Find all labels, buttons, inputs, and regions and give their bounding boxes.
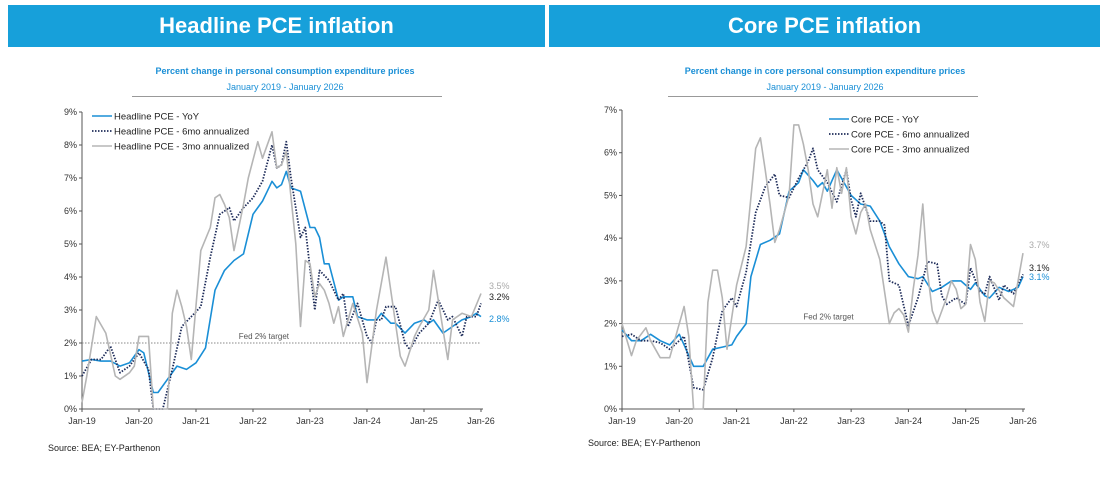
headline-header: Headline PCE inflation [8,5,545,47]
legend-label: Core PCE - 3mo annualized [851,145,969,156]
x-tick-label: Jan-19 [68,416,96,426]
x-tick-label: Jan-24 [895,416,923,426]
y-tick-label: 7% [64,173,77,183]
core-title-rule [668,96,978,97]
series-end-label: 3.2% [489,292,510,302]
headline-chart-daterange: January 2019 - January 2026 [226,82,344,92]
x-tick-label: Jan-19 [608,416,636,426]
series-end-label: 3.1% [1029,272,1050,282]
legend-label: Core PCE - YoY [851,115,920,126]
x-tick-label: Jan-23 [837,416,865,426]
y-tick-label: 6% [604,148,617,158]
series-line-solid-0 [81,170,482,394]
core-chart-title: Percent change in core personal consumpt… [684,66,966,76]
y-tick-label: 8% [64,140,77,150]
y-tick-label: 4% [64,272,77,282]
series-end-label: 3.7% [1029,240,1050,250]
y-tick-label: 4% [604,233,617,243]
fed-target-label: Fed 2% target [803,313,854,322]
y-tick-label: 7% [604,105,617,115]
legend-label: Headline PCE - YoY [114,112,200,123]
core-header: Core PCE inflation [549,5,1100,47]
legend-label: Headline PCE - 6mo annualized [114,127,249,138]
series-line-solid-2 [621,124,1024,410]
x-tick-label: Jan-23 [296,416,324,426]
x-tick-label: Jan-22 [780,416,808,426]
series-line-solid-2 [81,131,482,410]
series-line-dotted-1 [81,140,482,410]
headline-chart: 0% 1% 2% 3% 4% 5% 6% 7% 8% 9% Jan-19 Jan-20 Jan-21 Ja… [64,107,510,426]
headline-source: Source: BEA; EY-Parthenon [48,443,161,453]
x-tick-label: Jan-22 [239,416,267,426]
y-tick-label: 5% [604,190,617,200]
legend-label: Headline PCE - 3mo annualized [114,142,249,153]
core-chart-daterange: January 2019 - January 2026 [766,82,884,92]
x-tick-label: Jan-25 [410,416,438,426]
series-end-label: 2.8% [489,314,510,324]
core-source: Source: BEA; EY-Parthenon [588,438,701,448]
y-tick-label: 6% [64,206,77,216]
x-tick-label: Jan-20 [125,416,153,426]
core-chart: 0% 1% 2% 3% 4% 5% 6% 7% Jan-19 Jan-20 Jan-21 Jan-22… [604,105,1050,426]
y-tick-label: 9% [64,107,77,117]
y-tick-label: 0% [604,404,617,414]
series-end-label: 3.5% [489,281,510,291]
headline-subtitle-block: Percent change in personal consumption e… [90,66,480,92]
x-tick-label: Jan-24 [353,416,381,426]
series-line-dotted-1 [621,147,1024,391]
series-end-label: 3.1% [1029,263,1050,273]
y-tick-label: 0% [64,404,77,414]
core-subtitle-block: Percent change in core personal consumpt… [620,66,1030,92]
x-tick-label: Jan-21 [723,416,751,426]
headline-title-rule [132,96,442,97]
legend-label: Core PCE - 6mo annualized [851,130,969,141]
y-tick-label: 2% [604,319,617,329]
y-tick-label: 1% [604,361,617,371]
x-tick-label: Jan-26 [1009,416,1037,426]
x-tick-label: Jan-20 [666,416,694,426]
x-tick-label: Jan-26 [467,416,495,426]
y-tick-label: 1% [64,371,77,381]
y-tick-label: 2% [64,338,77,348]
series-line-solid-0 [621,169,1024,368]
headline-chart-title: Percent change in personal consumption e… [155,66,415,76]
y-tick-label: 3% [64,305,77,315]
y-tick-label: 5% [64,239,77,249]
fed-target-label: Fed 2% target [239,332,290,341]
x-tick-label: Jan-21 [182,416,210,426]
y-tick-label: 3% [604,276,617,286]
x-tick-label: Jan-25 [952,416,980,426]
